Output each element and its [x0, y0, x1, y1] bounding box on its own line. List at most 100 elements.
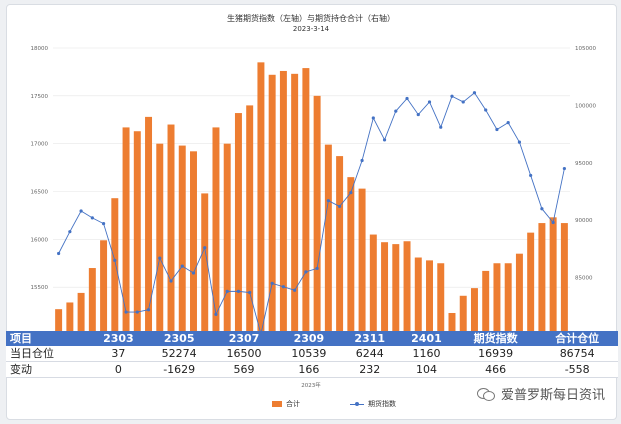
line-point	[135, 310, 139, 314]
legend-bar-label: 合计	[286, 400, 300, 408]
bar	[482, 270, 490, 335]
table-cell: 0	[90, 361, 147, 378]
bar	[437, 263, 445, 335]
line-point	[113, 258, 117, 262]
legend-line-label: 期货指数	[368, 400, 396, 408]
table-cell: 104	[398, 361, 455, 378]
bar	[212, 127, 220, 335]
left-tick-label: 18000	[31, 46, 49, 52]
table-header-cell: 2309	[276, 331, 342, 346]
left-tick-label: 17000	[31, 142, 49, 148]
bar	[302, 68, 310, 335]
legend-bar-swatch	[272, 401, 282, 407]
line-point	[472, 91, 477, 95]
table-header-cell: 2303	[90, 331, 147, 346]
chart-title: 生猪期货指数（左轴）与期货持仓合计（右轴）	[227, 13, 395, 23]
bar	[77, 292, 85, 335]
table-row: 当日仓位 37 52274 16500 10539 6244 1160 1693…	[6, 346, 618, 362]
table-cell: 10539	[276, 346, 342, 362]
table-cell: -558	[536, 361, 618, 378]
line-point	[461, 100, 465, 104]
legend-bar: 合计	[272, 399, 300, 409]
line-point	[248, 290, 252, 295]
line-series	[57, 91, 566, 336]
bar	[55, 309, 63, 335]
bar	[336, 156, 344, 335]
table-cell: 16500	[211, 346, 277, 362]
bar	[549, 217, 557, 335]
line-point	[236, 289, 241, 293]
bar	[201, 193, 209, 335]
line-path	[58, 92, 565, 334]
bar	[122, 127, 130, 335]
watermark-text: 爱普罗斯每日资讯	[500, 388, 605, 403]
line-point	[562, 166, 566, 171]
bar	[145, 116, 153, 335]
line-point	[203, 246, 207, 250]
bar	[279, 70, 287, 336]
table-cell: 86754	[536, 346, 618, 362]
line-point	[495, 127, 499, 132]
table-header-cell: 项目	[6, 331, 90, 346]
bar	[560, 223, 568, 335]
line-point	[169, 279, 173, 283]
table-cell: 52274	[146, 346, 212, 362]
line-point	[315, 266, 319, 271]
line-point	[382, 138, 387, 142]
position-table: 项目 2303 2305 2307 2309 2311 2401 期货指数 合计…	[6, 331, 618, 378]
row-label: 当日仓位	[6, 346, 90, 362]
line-point	[517, 140, 522, 144]
legend-line: 期货指数	[350, 399, 396, 409]
line-point	[57, 251, 61, 256]
wechat-icon	[476, 387, 495, 401]
left-tick-label: 15500	[31, 285, 49, 291]
line-point	[540, 207, 544, 211]
line-point	[405, 96, 409, 101]
line-point	[360, 158, 364, 163]
table-cell: 232	[341, 361, 399, 378]
bar	[268, 74, 276, 335]
bar	[156, 143, 164, 335]
line-point	[68, 230, 72, 234]
table-row: 变动 0 -1629 569 166 232 104 466 -558	[6, 361, 618, 378]
table-header-cell: 2311	[341, 331, 399, 346]
line-point	[79, 209, 83, 213]
line-point	[427, 100, 432, 104]
bar	[291, 73, 299, 335]
line-point	[158, 256, 162, 260]
line-point	[124, 310, 128, 314]
line-point	[270, 281, 274, 285]
row-label: 变动	[6, 361, 90, 378]
bar	[133, 131, 141, 335]
bar	[459, 295, 467, 335]
table-cell: 37	[90, 346, 147, 362]
bar	[167, 124, 175, 336]
right-axis: 105000 100000 95000 90000 85000	[575, 46, 596, 282]
bar	[515, 253, 523, 335]
bar	[403, 241, 411, 335]
watermark: 爱普罗斯每日资讯	[476, 384, 605, 403]
bar	[257, 62, 265, 335]
table-header-cell: 2307	[211, 331, 277, 346]
table-cell: 569	[211, 361, 277, 378]
bar	[504, 263, 512, 335]
bar	[381, 242, 389, 335]
bar	[66, 302, 74, 335]
right-tick-label: 105000	[575, 46, 596, 52]
bar	[246, 105, 254, 336]
right-tick-label: 90000	[575, 218, 593, 224]
left-tick-label: 16000	[31, 237, 49, 243]
line-point	[394, 109, 398, 113]
line-point	[450, 94, 454, 98]
bar	[414, 257, 422, 335]
bar	[324, 144, 332, 335]
bar	[448, 312, 456, 335]
bar	[493, 263, 501, 335]
bar	[426, 260, 433, 335]
line-point	[101, 222, 106, 226]
bar	[358, 188, 366, 335]
bar	[369, 234, 377, 335]
right-tick-label: 95000	[575, 161, 593, 167]
table-header-row: 项目 2303 2305 2307 2309 2311 2401 期货指数 合计…	[6, 331, 618, 346]
bar	[88, 268, 96, 335]
